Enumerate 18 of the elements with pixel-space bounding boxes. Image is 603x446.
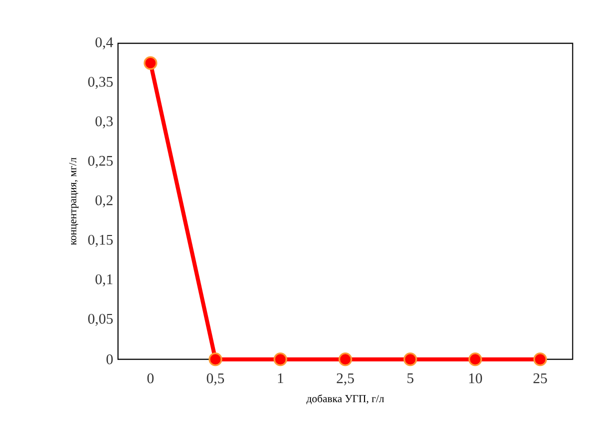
x-tick-label: 10	[469, 373, 482, 384]
x-tick-label: 0	[147, 373, 154, 384]
x-axis-title: добавка УГП, г/л	[306, 394, 384, 404]
y-tick-label: 0,4	[96, 37, 114, 50]
y-tick-label: 0,3	[96, 116, 113, 128]
y-axis-title: концентрация, мг/л	[69, 158, 78, 246]
x-tick-label: 5	[407, 373, 414, 384]
x-tick-label: 1	[278, 373, 284, 384]
y-tick-label: 0,1	[96, 274, 112, 286]
x-tick-label: 2,5	[336, 373, 354, 386]
y-tick-label: 0,35	[88, 76, 113, 89]
y-tick-label: 0,2	[96, 195, 112, 208]
y-tick-label: 0,05	[88, 314, 113, 326]
y-tick-label: 0,15	[88, 234, 113, 247]
x-tick-label: 0,5	[206, 373, 224, 386]
y-tick-label: 0	[106, 354, 113, 364]
x-tick-label: 25	[534, 373, 547, 384]
y-tick-label: 0,25	[88, 156, 113, 168]
